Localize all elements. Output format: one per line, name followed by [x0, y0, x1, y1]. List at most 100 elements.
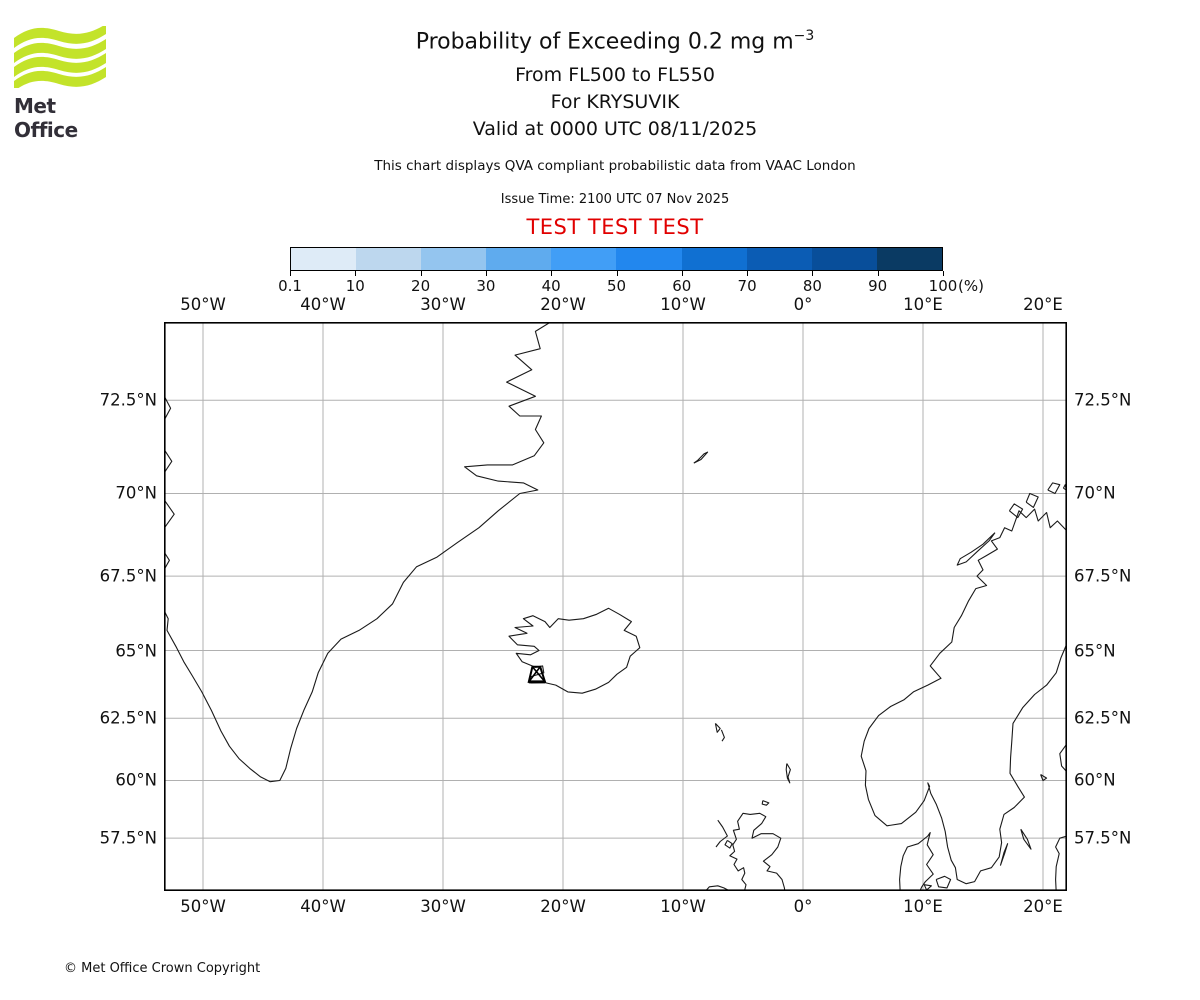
lat-label-right: 72.5°N	[1074, 390, 1132, 410]
coastline	[164, 322, 552, 783]
coastline	[935, 875, 952, 889]
logo-wave-band	[14, 53, 106, 77]
coastline	[1040, 774, 1048, 782]
coastline	[715, 819, 728, 848]
colorbar-tick-label: 40	[541, 277, 561, 295]
valid-time-subtitle: Valid at 0000 UTC 08/11/2025	[472, 118, 758, 140]
lon-label-top: 40°W	[300, 295, 346, 314]
coastline	[923, 884, 932, 891]
coastline	[693, 451, 709, 464]
colorbar-tick-mark	[812, 271, 814, 276]
lon-label-top: 20°W	[540, 295, 586, 314]
coastline	[704, 885, 731, 891]
colorbar-segment	[876, 248, 942, 270]
lat-label-left: 67.5°N	[99, 566, 157, 586]
coastline	[899, 832, 934, 891]
qva-note: This chart displays QVA compliant probab…	[374, 158, 856, 174]
colorbar-tick-label: 70	[737, 277, 757, 295]
colorbar-tick-mark	[355, 271, 357, 276]
met-office-logo-text: Met Office	[14, 94, 78, 142]
colorbar-tick-label: 50	[606, 277, 627, 295]
colorbar-tick-label: 0.1	[278, 277, 302, 295]
coastline	[714, 723, 721, 733]
colorbar-tick-label: 90	[868, 277, 888, 295]
coastline	[956, 532, 996, 566]
coastline	[785, 763, 791, 784]
chart-title-exponent: −3	[793, 28, 815, 44]
logo-wave-band	[14, 67, 106, 91]
chart-title: Probability of Exceeding 0.2 mg m−3	[416, 28, 815, 54]
lat-label-right: 57.5°N	[1074, 828, 1132, 848]
lon-label-top: 20°E	[1023, 295, 1063, 314]
lon-label-top: 50°W	[180, 295, 226, 314]
lon-label-bottom: 0°	[793, 897, 813, 916]
lon-label-top: 30°W	[420, 295, 466, 314]
colorbar-segment	[746, 248, 812, 270]
lat-label-left: 57.5°N	[99, 828, 157, 848]
lon-label-bottom: 10°E	[903, 897, 943, 916]
coastline	[1020, 828, 1032, 850]
lon-label-bottom: 30°W	[420, 897, 466, 916]
lon-label-bottom: 20°E	[1023, 897, 1063, 916]
coastline	[1008, 503, 1024, 519]
volcano-marker-hatch	[531, 666, 546, 683]
flight-level-subtitle: From FL500 to FL550	[515, 64, 715, 86]
colorbar-tick-mark	[943, 271, 944, 276]
colorbar-segment	[811, 248, 877, 270]
colorbar-unit-label: (%)	[958, 277, 984, 295]
colorbar-segment	[421, 248, 487, 270]
colorbar-segments	[290, 247, 943, 271]
issue-time: Issue Time: 2100 UTC 07 Nov 2025	[500, 192, 730, 207]
lon-label-bottom: 20°W	[540, 897, 586, 916]
logo-wave-band	[14, 24, 106, 48]
coastline	[724, 839, 733, 849]
colorbar-segment	[291, 248, 357, 270]
volcano-marker-hatch	[528, 666, 541, 683]
colorbar-segment	[551, 248, 617, 270]
lon-label-bottom: 10°W	[660, 897, 706, 916]
lat-label-right: 60°N	[1074, 770, 1116, 790]
lat-label-right: 67.5°N	[1074, 566, 1132, 586]
coastline	[720, 729, 725, 742]
map-frame	[164, 322, 1067, 891]
colorbar-tick-mark	[877, 271, 879, 276]
coastline	[1055, 835, 1067, 891]
test-banner: TEST TEST TEST	[526, 215, 704, 239]
chart-title-main: Probability of Exceeding 0.2 mg m	[415, 29, 794, 55]
lon-label-top: 10°W	[660, 295, 706, 314]
met-office-logo: Met Office	[14, 24, 114, 142]
coastline	[1059, 743, 1067, 773]
colorbar-tick-mark	[485, 271, 487, 276]
copyright-text: © Met Office Crown Copyright	[64, 961, 261, 976]
colorbar-tick-label: 80	[802, 277, 822, 295]
coastline	[729, 812, 786, 891]
colorbar-segment	[681, 248, 747, 270]
colorbar-tick-mark	[420, 271, 422, 276]
colorbar-segment	[486, 248, 552, 270]
coastline	[860, 508, 1067, 885]
probability-colorbar: 0.1 10 20 30 40 50 60 70 80 90 100 (%)	[278, 247, 984, 317]
lat-label-left: 60°N	[115, 770, 157, 790]
coastline	[1025, 492, 1039, 508]
lat-label-left: 62.5°N	[99, 708, 157, 728]
coastline	[999, 843, 1009, 866]
lat-label-right: 62.5°N	[1074, 708, 1132, 728]
map-canvas	[164, 322, 1067, 891]
logo-wave-band	[14, 39, 106, 63]
lat-label-left: 65°N	[115, 641, 157, 661]
lon-label-top: 0°	[793, 295, 813, 314]
colorbar-tick-mark	[616, 271, 618, 276]
colorbar-tick-label: 30	[476, 277, 496, 295]
colorbar-tick-mark	[681, 271, 683, 276]
colorbar-tick-mark	[290, 271, 291, 276]
colorbar-tick-label: 100	[928, 277, 958, 295]
coastline	[1047, 482, 1061, 495]
lon-label-bottom: 40°W	[300, 897, 346, 916]
colorbar-tick-label: 60	[672, 277, 692, 295]
coastline	[164, 498, 175, 530]
colorbar-tick-mark	[747, 271, 749, 276]
colorbar-segment	[616, 248, 682, 270]
lat-label-right: 70°N	[1074, 483, 1116, 503]
colorbar-tick-label: 20	[411, 277, 431, 295]
